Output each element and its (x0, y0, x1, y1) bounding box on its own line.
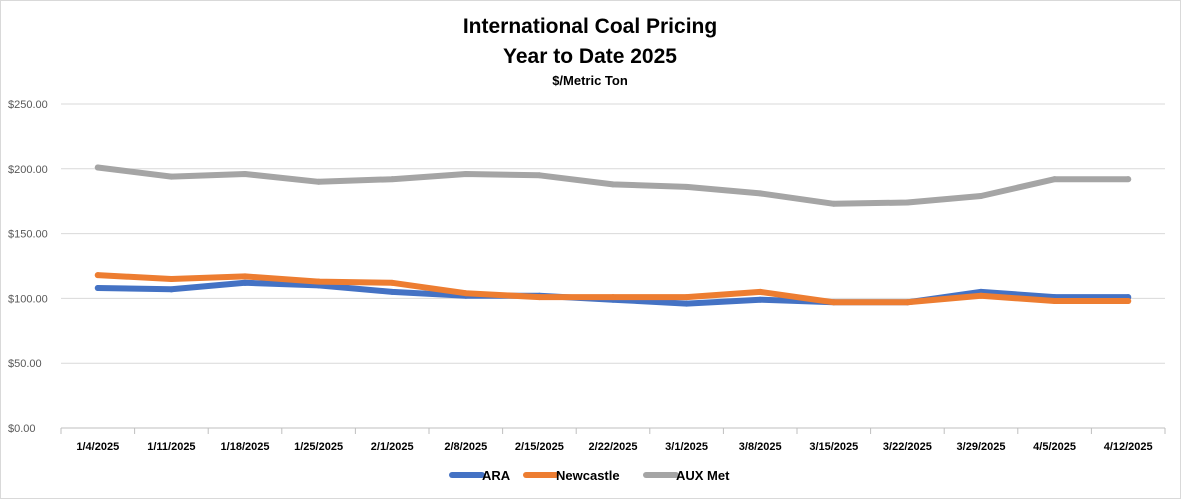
data-point-newcastle (904, 299, 911, 306)
x-tick-label: 1/18/2025 (221, 441, 270, 453)
chart-title-line-2: Year to Date 2025 (503, 45, 677, 68)
x-axis (60, 427, 1166, 434)
x-tick-label: 3/8/2025 (739, 441, 782, 453)
data-point-newcastle (168, 275, 175, 282)
x-tick-label: 2/8/2025 (444, 441, 487, 453)
x-tick-label: 1/25/2025 (294, 441, 343, 453)
data-point-newcastle (1051, 297, 1058, 304)
x-axis-ticks: 1/4/2025 1/11/2025 1/18/2025 1/25/2025 2/1/2… (76, 441, 1152, 453)
data-point-newcastle (315, 278, 322, 285)
data-point-aux-met (462, 170, 469, 177)
chart-subtitle: $/Metric Ton (552, 73, 628, 88)
data-point-aux-met (1125, 176, 1132, 183)
legend-label-aux-met: AUX Met (676, 468, 730, 483)
data-point-newcastle (830, 299, 837, 306)
data-point-ara (242, 279, 248, 286)
legend-label-ara: ARA (482, 468, 511, 483)
data-point-ara (683, 300, 690, 307)
y-tick-label: $150.00 (8, 229, 48, 241)
y-tick-label: $100.00 (8, 293, 48, 305)
x-tick-label: 3/29/2025 (957, 441, 1006, 453)
data-point-aux-met (978, 193, 984, 200)
legend: ARA Newcastle AUX Met (449, 468, 730, 483)
data-point-aux-met (610, 181, 616, 188)
x-tick-label: 3/1/2025 (665, 441, 708, 453)
data-point-aux-met (168, 173, 175, 180)
data-point-ara (389, 288, 396, 295)
y-tick-label: $200.00 (8, 164, 48, 176)
y-tick-label: $250.00 (8, 99, 48, 111)
gridlines (61, 103, 1165, 364)
data-point-newcastle (536, 294, 543, 301)
data-point-newcastle (1125, 297, 1132, 304)
data-point-newcastle (389, 279, 396, 286)
data-point-newcastle (610, 294, 616, 301)
x-tick-label: 3/22/2025 (883, 441, 932, 453)
data-point-newcastle (94, 272, 101, 279)
data-point-newcastle (462, 290, 469, 297)
chart-title-line-1: International Coal Pricing (463, 15, 717, 38)
data-point-aux-met (904, 199, 911, 206)
x-tick-label: 2/22/2025 (589, 441, 638, 453)
data-point-aux-met (94, 164, 101, 171)
y-tick-label: $0.00 (8, 423, 36, 435)
data-point-aux-met (536, 172, 543, 179)
x-tick-label: 1/11/2025 (147, 441, 195, 453)
x-tick-label: 4/5/2025 (1033, 441, 1076, 453)
x-tick-label: 2/1/2025 (371, 441, 414, 453)
data-point-aux-met (830, 200, 837, 207)
legend-label-newcastle: Newcastle (556, 468, 620, 483)
x-tick-label: 1/4/2025 (76, 441, 119, 453)
data-point-newcastle (757, 288, 764, 295)
data-point-newcastle (978, 292, 984, 299)
data-point-aux-met (757, 190, 764, 197)
data-point-ara (94, 285, 101, 292)
data-point-ara (168, 286, 175, 293)
data-point-aux-met (242, 170, 248, 177)
data-point-newcastle (242, 273, 248, 280)
y-tick-label: $50.00 (8, 358, 42, 370)
series-lines (94, 164, 1132, 307)
data-point-newcastle (683, 294, 690, 301)
data-point-aux-met (1051, 176, 1058, 183)
y-axis-ticks: $0.00 $50.00 $100.00 $150.00 $200.00 $250.00 (8, 99, 48, 435)
data-point-aux-met (683, 183, 690, 190)
data-point-ara (757, 296, 764, 303)
x-tick-label: 2/15/2025 (515, 441, 564, 453)
data-point-aux-met (389, 176, 396, 183)
x-tick-label: 4/12/2025 (1104, 441, 1153, 453)
data-point-aux-met (315, 178, 322, 185)
x-tick-label: 3/15/2025 (809, 441, 858, 453)
